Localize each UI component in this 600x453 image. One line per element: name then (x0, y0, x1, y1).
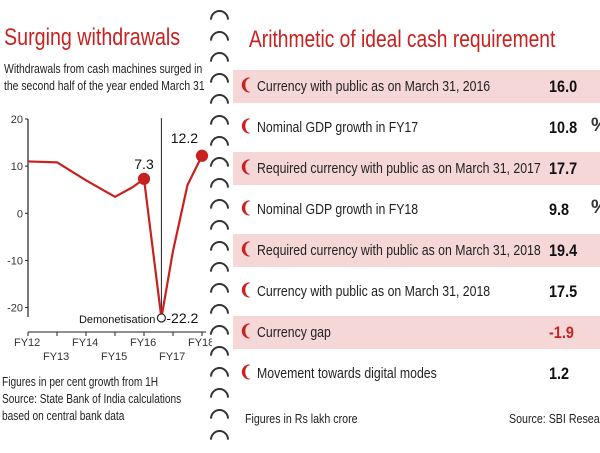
x-tick-label: FY13 (43, 351, 69, 363)
footnote-line-2: Source: State Bank of India calculations (2, 391, 182, 406)
x-tick-label: FY17 (159, 351, 185, 363)
spiral-ring (206, 363, 233, 390)
row-value: 17.7 (549, 159, 578, 178)
row-label: Nominal GDP growth in FY17 (257, 119, 419, 136)
row-label: Currency with public as on March 31, 201… (257, 283, 491, 300)
chart-title: Surging withdrawals (4, 24, 181, 51)
y-tick-label: 20 (11, 114, 23, 126)
row-label: Nominal GDP growth in FY18 (257, 201, 419, 218)
y-tick-label: -10 (7, 255, 23, 267)
data-label: -22.2 (166, 310, 198, 326)
spiral-ring (206, 342, 233, 369)
footnote-line-1: Figures in per cent growth from 1H (2, 374, 159, 389)
spiral-ring (206, 300, 233, 327)
row-value: -1.9 (549, 323, 574, 342)
y-tick-label: 10 (11, 161, 23, 173)
right-panel: Arithmetic of ideal cash requirement ❨ Cu… (233, 0, 600, 450)
series-line (27, 155, 203, 320)
spiral-ring (206, 111, 233, 138)
row-value: 17.5 (549, 282, 578, 301)
table-row: ❨ Required currency with public as on Mar… (233, 234, 600, 267)
left-panel: Surging withdrawals Withdrawals from cas… (0, 0, 212, 450)
x-tick-label: FY18 (188, 337, 212, 349)
x-tick-label: FY15 (101, 351, 127, 363)
spiral-ring (206, 321, 233, 348)
row-bullet-icon: ❨ (239, 282, 253, 299)
spiral-ring (206, 153, 233, 180)
spiral-ring (206, 69, 233, 96)
table-row: ❨ Required currency with public as on Mar… (233, 152, 600, 185)
table-row: ❨ Movement towards digital modes 1.2 (233, 357, 600, 390)
table-row: ❨Nominal GDP growth in FY17 10.8% (233, 111, 600, 144)
row-value: 16.0 (549, 77, 578, 96)
chart-footnote: Figures in per cent growth from 1H Sourc… (2, 373, 205, 424)
subtitle-line-2: the second half of the year ended March … (4, 78, 205, 93)
source-note: Source: SBI Research (509, 411, 600, 426)
y-tick-label: -20 (7, 303, 23, 315)
spiral-ring (206, 279, 233, 306)
table-row: ❨ Currency with public as on March 31, 20… (233, 275, 600, 308)
spiral-ring (206, 384, 233, 411)
spiral-ring (206, 216, 233, 243)
row-bullet-icon: ❨ (239, 159, 253, 176)
row-value: 19.4 (549, 241, 578, 260)
row-value: 10.8 (549, 118, 578, 137)
row-label: Required currency with public as on Marc… (257, 242, 541, 259)
row-bullet-icon: ❨ (239, 323, 253, 340)
spiral-ring (206, 237, 233, 264)
spiral-ring (206, 258, 233, 285)
data-point (156, 313, 166, 323)
table-row: ❨ Currency gap -1.9 (233, 316, 600, 349)
chart-subtitle: Withdrawals from cash machines surged in… (4, 60, 209, 94)
row-bullet-icon: ❨ (239, 77, 253, 94)
data-point (195, 149, 209, 162)
subtitle-line-1: Withdrawals from cash machines surged in (4, 61, 203, 76)
row-bullet-icon: ❨ (239, 241, 253, 258)
demonetisation-label: Demonetisation (79, 314, 155, 326)
table-title: Arithmetic of ideal cash requirement (249, 26, 556, 53)
spiral-ring (206, 48, 233, 75)
spiral-ring (206, 405, 233, 432)
spiral-ring (206, 90, 233, 117)
x-tick-label: FY12 (14, 337, 40, 349)
table-row: ❨ Currency with public as on March 31, 20… (233, 70, 600, 103)
row-label: Required currency with public as on Marc… (257, 160, 541, 177)
spiral-ring (206, 132, 233, 159)
footnote-line-3: based on central bank data (2, 408, 125, 423)
row-bullet-icon: ❨ (239, 200, 253, 217)
spiral-ring (206, 174, 233, 201)
data-label: 12.2 (171, 130, 198, 146)
table-row: ❨Nominal GDP growth in FY18 9.8% (233, 193, 600, 226)
x-tick-label: FY14 (72, 337, 98, 349)
row-bullet-icon: ❨ (239, 118, 253, 135)
spiral-binding-divider (206, 6, 233, 453)
units-note: Figures in Rs lakh crore (245, 411, 358, 426)
row-unit: % (591, 115, 600, 137)
row-bullet-icon: ❨ (239, 364, 253, 381)
spiral-ring (206, 27, 233, 54)
row-label: Currency gap (257, 324, 331, 341)
row-value: 1.2 (549, 364, 570, 383)
spiral-ring (206, 195, 233, 222)
row-label: Currency with public as on March 31, 201… (257, 78, 491, 95)
x-tick-label: FY16 (130, 337, 156, 349)
row-label: Movement towards digital modes (257, 365, 437, 382)
data-label: 7.3 (134, 156, 154, 172)
y-tick-label: 0 (17, 208, 23, 220)
data-point (137, 172, 151, 185)
row-value: 9.8 (549, 200, 570, 219)
row-unit: % (591, 197, 600, 219)
spiral-ring (206, 6, 233, 33)
